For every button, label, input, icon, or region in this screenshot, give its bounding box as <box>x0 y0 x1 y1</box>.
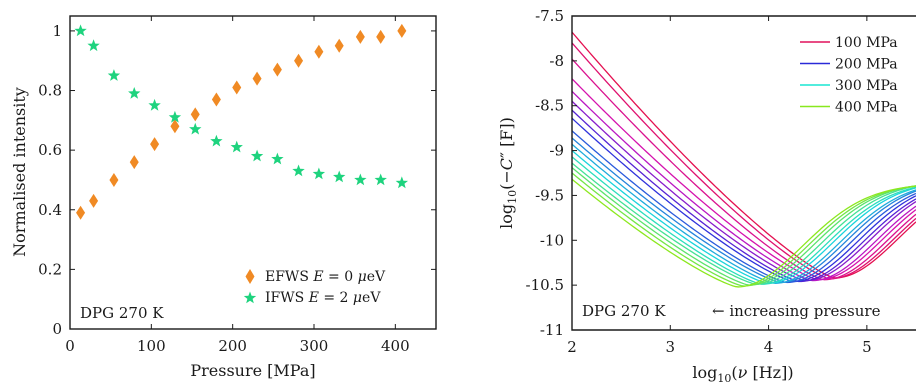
left-y-tick-label: 0.4 <box>38 201 62 219</box>
right-x-tick-label: 3 <box>666 338 676 356</box>
right-plot-border <box>571 15 916 331</box>
left-x-tick-label: 0 <box>65 337 75 355</box>
ifws-point <box>374 173 387 186</box>
efws-point <box>397 23 407 38</box>
efws-point <box>232 80 242 95</box>
spectrum-curve <box>572 162 916 285</box>
efws-point <box>76 205 86 220</box>
legend-label: 100 MPa <box>835 35 898 51</box>
left-y-tick-label: 0 <box>52 320 62 338</box>
spectrum-curve <box>572 90 916 282</box>
ifws-point <box>128 87 141 99</box>
efws-point <box>109 172 119 187</box>
right-y-tick-label: -9 <box>549 142 564 160</box>
ifws-point <box>210 134 223 147</box>
efws-point <box>334 38 344 53</box>
left-y-tick-label: 0.2 <box>38 260 62 278</box>
spectrum-curve <box>572 150 916 284</box>
spectrum-curve <box>572 31 916 279</box>
efws-point <box>150 137 160 152</box>
right-x-tick-label: 5 <box>862 338 872 356</box>
right-x-tick-label: 4 <box>764 338 774 356</box>
left-x-tick-label: 400 <box>381 337 410 355</box>
left-x-axis-label: Pressure [MPa] <box>190 361 315 380</box>
ifws-point <box>74 24 87 37</box>
spectrum-curve <box>572 137 916 284</box>
right-y-tick-label: -8.5 <box>535 97 564 115</box>
legend-efws-label: EFWS E = 0 μeV <box>265 269 386 285</box>
increasing-pressure-label: ← increasing pressure <box>712 302 881 320</box>
right-y-tick-label: -8 <box>549 52 564 70</box>
ifws-point <box>333 170 346 183</box>
legend-star-marker <box>243 291 257 304</box>
right-y-tick-label: -10.5 <box>526 276 564 294</box>
spectrum-curve <box>572 117 916 283</box>
ifws-point <box>395 176 409 189</box>
left-x-tick-label: 300 <box>300 337 329 355</box>
efws-point <box>190 107 200 122</box>
ifws-point <box>250 149 264 162</box>
left-x-tick-label: 200 <box>218 337 247 355</box>
left-y-tick-label: 1 <box>52 22 62 40</box>
spectrum-curve <box>572 58 916 281</box>
efws-point <box>314 44 324 59</box>
spectrum-curve <box>572 78 916 281</box>
spectrum-curve <box>572 100 916 282</box>
ifws-point <box>292 164 305 177</box>
right-curves <box>572 31 916 288</box>
ifws-point <box>87 39 100 52</box>
left-annotation: DPG 270 K <box>80 304 164 322</box>
spectrum-curve <box>572 178 916 288</box>
ifws-point <box>148 98 161 111</box>
left-y-axis-label: Normalised intensity <box>10 87 29 257</box>
legend-ifws-label: IFWS E = 2 μeV <box>265 290 381 306</box>
spectrum-curve <box>572 167 916 286</box>
legend-label: 300 MPa <box>835 78 898 94</box>
efws-point <box>252 71 262 86</box>
right-y-tick-label: -7.5 <box>535 7 564 25</box>
ifws-point <box>271 152 284 165</box>
legend-diamond-marker <box>245 269 255 284</box>
spectrum-curve <box>572 143 916 284</box>
right-chart: 2 3 4 5 -7.5 -8 -8.5 -9 -9.5 -10 -10.5 -11 log10(ν … <box>497 7 916 385</box>
right-x-axis-label: log10(ν [Hz]) <box>692 363 793 385</box>
legend-label: 400 MPa <box>835 100 898 116</box>
right-y-axis-label: log10(−C″ [F]) <box>497 117 519 229</box>
left-y-tick-label: 0.6 <box>38 141 62 159</box>
efws-point <box>355 29 365 44</box>
efws-point <box>129 155 139 170</box>
ifws-point <box>354 173 367 186</box>
ifws-point <box>189 122 202 135</box>
legend-label: 200 MPa <box>835 57 898 73</box>
left-chart: 0 100 200 300 400 0 0.2 0.4 0.6 0.8 1 Pressure [MP… <box>10 15 437 380</box>
spectrum-curve <box>572 42 916 280</box>
right-y-tick-label: -10 <box>540 231 564 249</box>
right-legend: 100 MPa 200 MPa 300 MPa 400 MPa <box>800 35 898 116</box>
ifws-point <box>168 110 182 123</box>
ifws-point <box>107 69 121 81</box>
left-x-tick-label: 100 <box>137 337 166 355</box>
left-axis-ticks: 0 100 200 300 400 0 0.2 0.4 0.6 0.8 1 <box>38 16 436 355</box>
left-data-marks <box>74 23 409 220</box>
efws-point <box>376 29 386 44</box>
spectrum-curve <box>572 156 916 285</box>
efws-point <box>272 62 282 77</box>
ifws-point <box>230 140 243 153</box>
right-y-tick-label: -9.5 <box>535 186 564 204</box>
left-legend: EFWS E = 0 μeV IFWS E = 2 μeV <box>243 269 386 306</box>
efws-point <box>294 53 304 68</box>
right-y-tick-label: -11 <box>540 321 564 339</box>
spectrum-curve <box>572 109 916 283</box>
right-x-tick-label: 2 <box>567 338 577 356</box>
efws-point <box>170 119 180 134</box>
left-y-tick-label: 0.8 <box>38 82 62 100</box>
efws-point <box>211 92 221 107</box>
right-annotation: DPG 270 K <box>582 302 666 320</box>
ifws-point <box>312 167 326 180</box>
right-axis-ticks: 2 3 4 5 -7.5 -8 -8.5 -9 -9.5 -10 -10.5 -11 <box>526 7 872 356</box>
spectrum-curve <box>572 130 916 284</box>
efws-point <box>89 193 99 208</box>
